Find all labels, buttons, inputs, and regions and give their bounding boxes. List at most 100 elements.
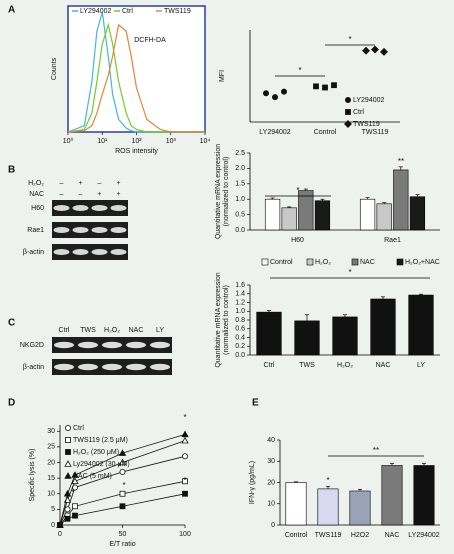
x-tick-label: Ctrl xyxy=(264,362,275,369)
y-axis-label: MFI xyxy=(219,70,226,82)
x-tick-label: LY xyxy=(417,362,425,369)
point xyxy=(182,478,188,485)
point xyxy=(64,506,71,513)
y-tick-label: 0 xyxy=(51,522,55,529)
point xyxy=(119,468,126,475)
annotation: * xyxy=(71,488,74,497)
y-tick-label: 0 xyxy=(271,522,275,529)
gel-lane xyxy=(52,222,128,238)
legend-label: NAC xyxy=(360,259,375,266)
gel-sign: + xyxy=(116,191,120,198)
y-axis-label: (normalized to control) xyxy=(223,157,230,227)
x-tick-label: Control xyxy=(285,532,308,539)
gel-condition: H₂O₂ xyxy=(28,180,44,187)
x-tick-label: 10⁰ xyxy=(63,137,74,145)
y-tick-label: 30 xyxy=(267,458,275,465)
bar xyxy=(281,207,297,231)
gel-sign: – xyxy=(60,180,64,187)
x-tick-label: TWS xyxy=(299,362,315,369)
gel-row-label: NKG2D xyxy=(20,342,44,349)
legend-swatch xyxy=(261,258,269,266)
point xyxy=(371,45,379,54)
y-tick-label: 1.4 xyxy=(235,291,245,298)
annotation: * xyxy=(183,476,186,485)
point xyxy=(181,430,189,438)
x-tick-label: Rae1 xyxy=(384,237,401,244)
legend-marker xyxy=(345,109,351,115)
gel-sign: – xyxy=(98,180,102,187)
x-tick-label: H60 xyxy=(291,237,304,244)
gel-band xyxy=(102,363,122,371)
y-axis-label: IFN-γ (pg/mL) xyxy=(249,461,256,504)
gel-band xyxy=(72,249,89,255)
gel-column: Ctrl xyxy=(59,327,70,334)
y-tick-label: 0.4 xyxy=(235,334,245,341)
panel-label: A xyxy=(8,5,15,16)
legend-label: Ctrl xyxy=(73,425,84,432)
x-axis-label: E/T ratio xyxy=(109,541,135,548)
bar xyxy=(294,320,320,356)
bar xyxy=(408,294,434,356)
gel-band xyxy=(54,363,74,371)
gel-row-label: H60 xyxy=(31,205,44,212)
x-tick-label: LY294002 xyxy=(259,129,291,136)
panel-label: E xyxy=(252,398,259,409)
legend-label: Ly294002 (30 μM) xyxy=(73,461,130,468)
y-tick-label: 1.2 xyxy=(235,299,245,306)
x-tick-label: 10² xyxy=(131,138,142,145)
legend-swatch xyxy=(396,258,404,266)
legend-label: Control xyxy=(270,259,293,266)
bar xyxy=(332,316,358,356)
legend-marker xyxy=(65,424,72,431)
x-tick-label: H₂O₂ xyxy=(337,362,353,369)
gel-row-label: β-actin xyxy=(23,249,44,256)
legend-label: H₂O₂ xyxy=(315,259,331,266)
gel-sign: – xyxy=(79,191,83,198)
point xyxy=(331,82,337,89)
gel-sign: – xyxy=(60,191,64,198)
y-tick-label: 30 xyxy=(47,428,55,435)
gel-band xyxy=(91,205,108,211)
point xyxy=(63,489,72,497)
legend-label: TWS119 xyxy=(164,8,191,15)
x-tick-label: NAC xyxy=(376,362,391,369)
x-tick-label: TWS119 xyxy=(315,532,342,539)
gel-column: LY xyxy=(156,327,164,334)
gel-sign: + xyxy=(78,180,82,187)
point xyxy=(118,449,127,456)
y-tick-label: 25 xyxy=(47,444,55,451)
annotation: DCFH-DA xyxy=(134,37,166,44)
y-tick-label: 2.0 xyxy=(235,165,245,172)
annotation: * xyxy=(326,476,329,485)
y-tick-label: 0.6 xyxy=(235,326,245,333)
y-tick-label: 20 xyxy=(47,459,55,466)
bar xyxy=(349,490,371,526)
gel-row-label: Rae1 xyxy=(27,227,44,234)
gel-band xyxy=(110,249,127,255)
gel-band xyxy=(126,341,146,349)
gel-band xyxy=(102,341,122,349)
annotation: ** xyxy=(398,157,404,166)
bar xyxy=(298,190,314,231)
y-tick-label: 0.2 xyxy=(235,343,245,350)
bar xyxy=(256,311,282,356)
point xyxy=(262,90,269,97)
point xyxy=(380,47,388,56)
bar xyxy=(376,203,392,231)
y-tick-label: 10 xyxy=(47,491,55,498)
series-line xyxy=(59,493,186,526)
y-axis-label: Quantitative mRNA expression xyxy=(215,144,222,239)
x-tick-label: 0 xyxy=(58,531,62,538)
bar xyxy=(317,488,339,526)
y-axis-label: Specific lysis (%) xyxy=(29,449,36,502)
point xyxy=(362,46,370,55)
legend-label: LY294002 xyxy=(353,97,385,104)
legend-label: NAC (5 mM) xyxy=(73,473,112,480)
legend-marker xyxy=(64,472,72,479)
gel-row-label: β-actin xyxy=(23,364,44,371)
y-tick-label: 0.0 xyxy=(235,352,245,359)
gel-sign: + xyxy=(97,191,101,198)
legend-label: H₂O₂ (250 μM) xyxy=(73,449,119,456)
y-tick-label: 40 xyxy=(267,437,275,444)
legend-swatch xyxy=(351,258,359,266)
